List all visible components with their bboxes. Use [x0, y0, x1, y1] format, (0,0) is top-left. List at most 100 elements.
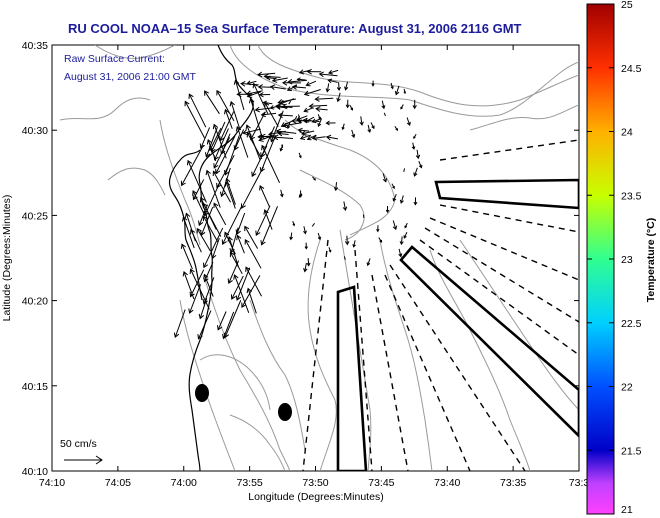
current-vector [342, 201, 348, 211]
y-tick-label: 40:20 [22, 296, 48, 308]
colorbar-ticks: 25 24.5 24 23.5 23 22.5 22 21.5 21 [587, 0, 642, 516]
current-vector [223, 300, 242, 339]
current-vector [349, 105, 354, 111]
current-vector [188, 284, 202, 314]
x-tick-label: 74:00 [171, 477, 197, 489]
current-vector [197, 310, 212, 340]
current-vector [217, 311, 227, 331]
current-vector [306, 258, 311, 267]
current-vector [271, 77, 288, 83]
x-tick-label: 73:45 [368, 477, 394, 489]
current-vector [200, 206, 214, 237]
y-axis: 40:35 40:30 40:25 40:20 40:15 40:10 [22, 40, 579, 478]
current-vector [180, 243, 193, 270]
current-vector [292, 220, 296, 227]
current-vector [399, 195, 404, 204]
current-vector [233, 79, 245, 111]
current-vector [306, 134, 317, 141]
y-tick-label: 40:15 [22, 381, 48, 393]
current-vector [248, 97, 263, 137]
current-vector [345, 99, 350, 109]
current-vector [275, 128, 297, 135]
current-vector [273, 134, 294, 141]
x-tick-label: 74:10 [39, 477, 65, 489]
current-vector [399, 236, 404, 246]
current-vector [229, 100, 241, 130]
x-tick-label: 74:05 [105, 477, 131, 489]
current-vector [189, 269, 205, 298]
current-vector [303, 89, 321, 97]
current-vector [277, 112, 293, 119]
current-vector [392, 220, 398, 231]
current-vector [180, 144, 204, 187]
current-vector [235, 212, 246, 236]
colorbar-label: Temperature (°C) [645, 218, 657, 303]
current-vector [256, 71, 276, 78]
current-vector [251, 145, 268, 178]
x-tick-label: 73:3 [569, 477, 590, 489]
current-vector [315, 106, 328, 112]
current-vector [394, 125, 399, 131]
current-vector [304, 242, 308, 250]
current-vector [204, 90, 220, 115]
current-vector [325, 120, 336, 126]
y-axis-label: Latitude (Degrees:Minutes) [1, 195, 13, 322]
x-axis-label: Longitude (Degrees:Minutes) [248, 491, 383, 503]
current-vector [260, 111, 277, 118]
current-vector [398, 248, 403, 258]
current-vector [244, 225, 259, 249]
current-vector [413, 197, 418, 206]
current-vector [352, 240, 356, 248]
current-vector [173, 309, 186, 339]
current-vector [242, 128, 261, 136]
current-vector [259, 184, 270, 207]
map-frame [51, 44, 580, 472]
current-vector [287, 78, 307, 85]
current-vector [400, 104, 404, 110]
current-vector [286, 85, 298, 92]
current-vector [235, 267, 251, 301]
current-vector [260, 133, 275, 140]
current-vector [259, 135, 277, 173]
current-vector [314, 96, 334, 102]
colorbar-tick-label: 25 [621, 0, 633, 11]
current-vector [297, 114, 302, 124]
colorbar-tick-label: 24.5 [621, 63, 642, 75]
current-vector [418, 160, 423, 169]
current-vector [184, 100, 206, 139]
current-vector [367, 124, 372, 133]
current-vector [403, 231, 408, 239]
current-vector [306, 68, 322, 75]
current-vector [260, 206, 279, 246]
current-vector [236, 91, 253, 98]
current-vector [279, 144, 284, 152]
x-tick-label: 73:55 [236, 477, 262, 489]
colorbar-tick-label: 21.5 [621, 445, 642, 457]
current-vector [381, 100, 386, 110]
colorbar-tick-label: 23.5 [621, 190, 642, 202]
current-vector [327, 78, 338, 84]
current-vector [300, 130, 315, 136]
current-vector [413, 167, 418, 177]
current-vector [240, 80, 259, 87]
current-vector [299, 134, 312, 141]
current-vector [240, 166, 264, 209]
current-vector [281, 79, 301, 86]
current-vector [269, 84, 286, 90]
current-vector [311, 223, 315, 227]
current-vector [371, 80, 375, 87]
current-vector [279, 98, 295, 106]
current-vector [298, 128, 301, 133]
current-vector [311, 135, 326, 141]
current-vector [344, 81, 349, 91]
y-tick-label: 40:30 [22, 125, 48, 137]
current-vector [318, 71, 338, 78]
current-vector [286, 121, 291, 130]
current-vector [394, 85, 400, 96]
current-vector [192, 179, 205, 201]
current-vector [328, 69, 339, 75]
current-vector [325, 83, 330, 93]
current-vector [203, 262, 214, 283]
current-vector [245, 90, 263, 97]
y-tick-label: 40:25 [22, 210, 48, 222]
